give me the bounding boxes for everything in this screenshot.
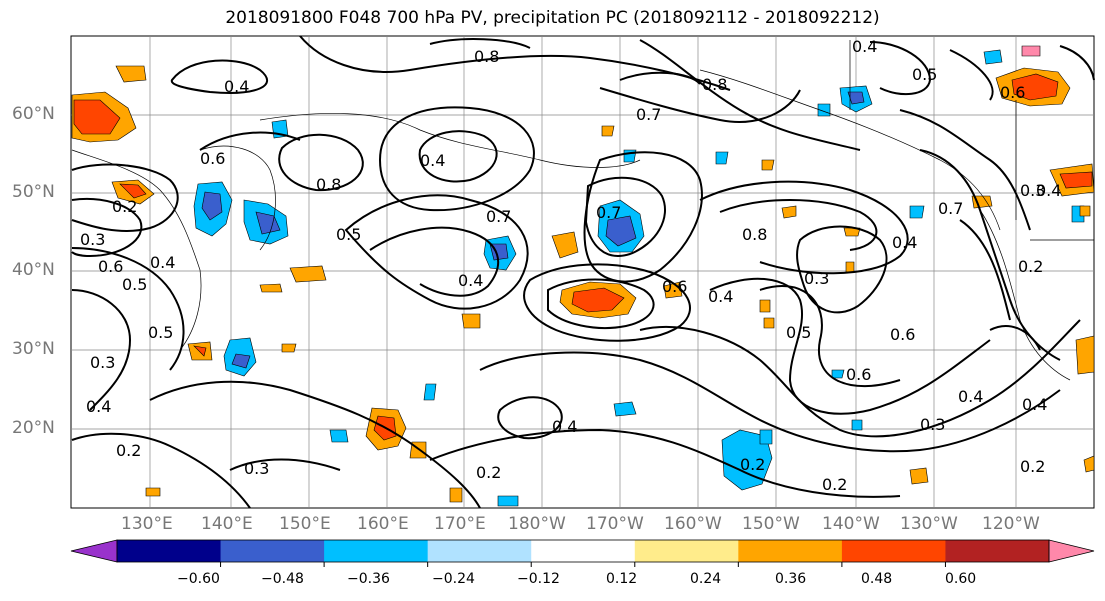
contour-label: 0.7	[596, 203, 621, 222]
contour-label: 0.5	[336, 225, 361, 244]
lon-label: 130°E	[121, 514, 173, 534]
colorbar-tick-label: −0.48	[261, 571, 304, 587]
colorbar-ticks	[220, 562, 946, 567]
contour-label: 0.5	[786, 323, 811, 342]
contour-label: 0.4	[224, 77, 249, 96]
contour-label: 0.4	[708, 287, 733, 306]
contour-label: 0.6	[662, 277, 687, 296]
lat-label-50n: 50°N	[12, 182, 55, 202]
contour-label: 0.6	[98, 257, 123, 276]
contour-label: 0.7	[636, 105, 661, 124]
colorbar-arrow-right	[1048, 539, 1095, 563]
lon-label: 150°W	[742, 514, 800, 534]
contour-label: 0.3	[80, 230, 105, 249]
colorbar-border	[116, 539, 1050, 563]
contour-label: 0.2	[476, 463, 501, 482]
contour-label: 0.3	[244, 459, 269, 478]
contour-label: 0.2	[1018, 257, 1043, 276]
colorbar-segments	[70, 539, 1095, 563]
lon-label: 150°E	[279, 514, 331, 534]
colorbar-segment	[427, 540, 532, 562]
contour-label: 0.8	[316, 175, 341, 194]
colorbar-tick-label: −0.24	[432, 571, 475, 587]
colorbar-tick-label: 0.36	[775, 571, 807, 587]
colorbar-segment	[531, 540, 636, 562]
colorbar-segment	[634, 540, 739, 562]
contour-label: 0.4	[1036, 181, 1061, 200]
chart-title: 2018091800 F048 700 hPa PV, precipitatio…	[225, 8, 880, 28]
colorbar-segment	[945, 540, 1050, 562]
precip-fills	[71, 45, 1095, 507]
contour-label: 0.4	[552, 417, 577, 436]
contour-label: 0.2	[1020, 457, 1045, 476]
pv-contour-labels: 0.8 0.8 0.4 0.5 0.7 0.6 0.4 0.3 0.4 0.8 …	[80, 37, 1061, 494]
lon-label: 170°E	[434, 514, 486, 534]
contour-label: 0.2	[740, 455, 765, 474]
lat-label-60n: 60°N	[12, 104, 55, 124]
contour-label: 0.4	[852, 37, 877, 56]
colorbar-arrow-left	[70, 539, 118, 563]
contour-label: 0.4	[1022, 395, 1047, 414]
contour-label: 0.2	[822, 475, 847, 494]
contour-label: 0.3	[90, 353, 115, 372]
contour-label: 0.5	[122, 275, 147, 294]
lon-label: 120°W	[982, 514, 1040, 534]
contour-label: 0.3	[920, 415, 945, 434]
contour-label: 0.4	[458, 271, 483, 290]
lon-label: 180°W	[508, 514, 566, 534]
colorbar-tick-label: 0.12	[606, 571, 638, 587]
pv-contours	[71, 35, 1095, 509]
contour-label: 0.4	[150, 253, 175, 272]
colorbar-segment	[220, 540, 325, 562]
lon-label: 130°W	[900, 514, 958, 534]
lat-label-20n: 20°N	[12, 418, 55, 438]
lon-label: 160°W	[664, 514, 722, 534]
contour-label: 0.5	[912, 65, 937, 84]
colorbar-tick-label: −0.36	[347, 571, 390, 587]
colorbar-tick-label: −0.60	[177, 571, 220, 587]
contour-label: 0.2	[112, 197, 137, 216]
lon-label: 140°E	[201, 514, 253, 534]
contour-label: 0.3	[804, 269, 829, 288]
contour-label: 0.4	[86, 397, 111, 416]
lon-label: 160°E	[357, 514, 409, 534]
lon-label: 140°W	[822, 514, 880, 534]
colorbar-tick-label: −0.12	[517, 571, 560, 587]
contour-label: 0.7	[486, 207, 511, 226]
colorbar-tick-label: 0.60	[945, 571, 977, 587]
contour-label: 0.8	[702, 75, 727, 94]
contour-label: 0.4	[892, 233, 917, 252]
colorbar-segment	[738, 540, 843, 562]
contour-label: 0.3	[1020, 181, 1045, 200]
lat-label-30n: 30°N	[12, 339, 55, 359]
contour-label: 0.2	[116, 441, 141, 460]
contour-label: 0.4	[958, 387, 983, 406]
lat-label-40n: 40°N	[12, 260, 55, 280]
colorbar-tick-label: 0.48	[861, 571, 893, 587]
colorbar-segment	[841, 540, 946, 562]
contour-label: 0.5	[148, 323, 173, 342]
graticule	[71, 36, 1094, 508]
colorbar-segment	[117, 540, 222, 562]
contour-label: 0.7	[938, 199, 963, 218]
contour-label: 0.6	[1000, 83, 1025, 102]
colorbar-tick-label: 0.24	[690, 571, 722, 587]
colorbar-segment	[324, 540, 429, 562]
contour-label: 0.6	[890, 325, 915, 344]
lon-label: 170°W	[586, 514, 644, 534]
contour-label: 0.4	[420, 151, 445, 170]
contour-label: 0.8	[742, 225, 767, 244]
contour-label: 0.6	[200, 149, 225, 168]
coastlines	[71, 40, 1094, 381]
contour-label: 0.6	[846, 365, 871, 384]
contour-label: 0.8	[474, 47, 499, 66]
